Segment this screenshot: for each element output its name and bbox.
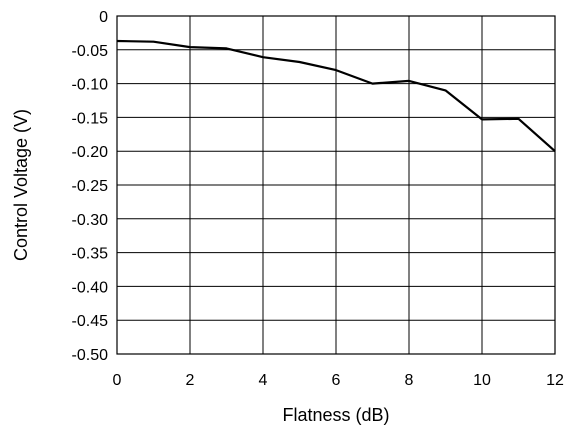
y-tick-label: -0.45 — [72, 313, 109, 330]
x-tick-label: 2 — [186, 372, 195, 389]
y-tick-label: -0.30 — [72, 212, 109, 229]
y-tick-label: -0.10 — [72, 77, 109, 94]
y-axis-title: Control Voltage (V) — [11, 109, 31, 261]
y-tick-labels: 0 -0.05 -0.10 -0.15 -0.20 -0.25 -0.30 -0.35 -0.4… — [72, 9, 109, 364]
y-tick-label: -0.50 — [72, 347, 109, 364]
x-tick-labels: 0 2 4 6 8 10 12 — [113, 372, 564, 389]
y-tick-label: -0.05 — [72, 43, 109, 60]
y-tick-label: -0.25 — [72, 178, 109, 195]
y-tick-label: -0.15 — [72, 110, 109, 127]
x-tick-label: 12 — [546, 372, 564, 389]
y-tick-label: -0.20 — [72, 144, 109, 161]
x-tick-label: 0 — [113, 372, 122, 389]
y-tick-label: 0 — [99, 9, 108, 26]
series-line — [116, 39, 556, 153]
plot-frame — [116, 15, 556, 355]
x-tick-label: 8 — [405, 372, 414, 389]
series-layer — [116, 39, 556, 153]
y-tick-label: -0.40 — [72, 279, 109, 296]
x-tick-label: 6 — [332, 372, 341, 389]
x-tick-label: 4 — [259, 372, 268, 389]
x-tick-label: 10 — [473, 372, 491, 389]
x-axis-title: Flatness (dB) — [282, 405, 389, 425]
y-tick-label: -0.35 — [72, 246, 109, 263]
